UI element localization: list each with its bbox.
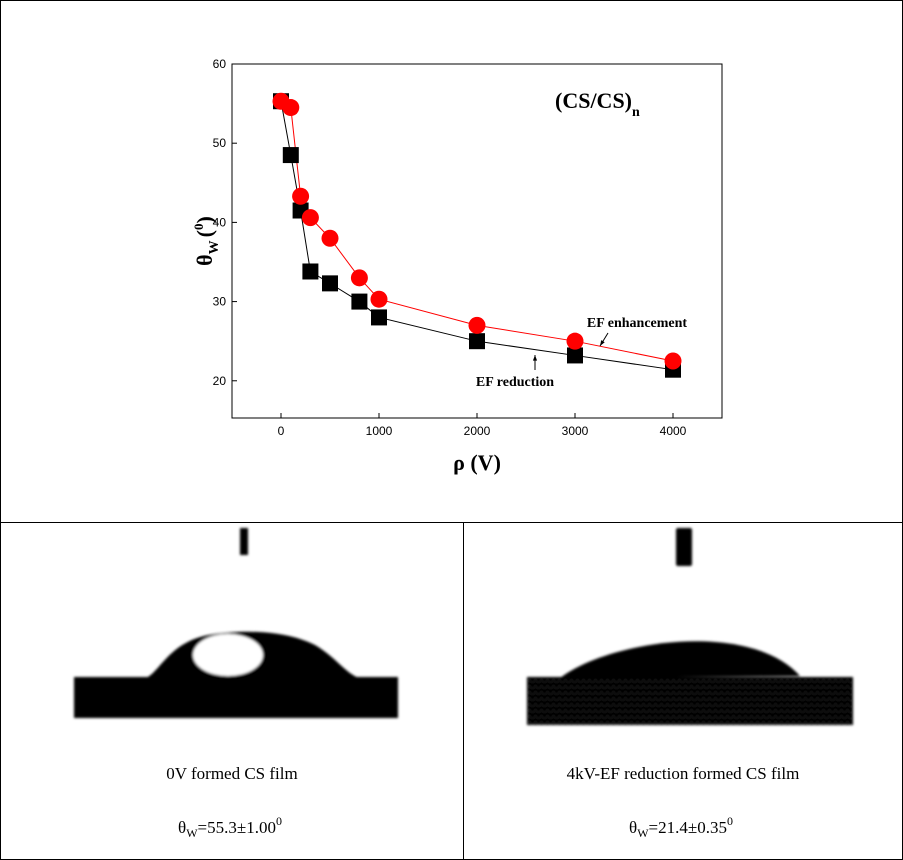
x-tick-label: 3000: [562, 424, 589, 438]
annotation-arrowhead: [600, 340, 605, 346]
series-annotation: EF reduction: [476, 375, 554, 390]
x-tick-label: 0: [278, 424, 285, 438]
marker: [371, 309, 387, 326]
measurement: θW=55.3±1.000: [178, 814, 282, 840]
chart-annotation: (CS/CS)n: [555, 88, 640, 120]
droplet-image: [74, 528, 398, 718]
x-tick-label: 4000: [660, 424, 687, 438]
marker: [301, 209, 319, 227]
x-tick-label: 1000: [366, 424, 393, 438]
marker: [292, 187, 310, 205]
marker: [468, 316, 486, 334]
series-line: [280, 101, 674, 371]
annotation-arrowhead: [532, 355, 538, 361]
series-annotation: EF enhancement: [587, 316, 688, 331]
marker: [664, 352, 682, 370]
droplet-image: [527, 528, 853, 725]
marker: [350, 269, 368, 287]
caption: 4kV-EF reduction formed CS film: [567, 764, 800, 783]
caption: 0V formed CS film: [166, 764, 297, 783]
y-axis-label: θW(0): [191, 216, 222, 266]
x-axis-label: ρ (V): [453, 450, 501, 475]
marker: [370, 290, 388, 308]
y-tick-label: 40: [213, 215, 227, 229]
marker: [469, 333, 485, 350]
marker: [322, 275, 338, 292]
y-tick-label: 20: [213, 374, 227, 388]
y-tick-label: 50: [213, 136, 227, 150]
marker: [351, 293, 368, 310]
y-tick-label: 30: [213, 295, 227, 309]
measurement: θW=21.4±0.350: [629, 814, 733, 840]
marker: [567, 347, 583, 364]
x-tick-label: 2000: [464, 424, 491, 438]
marker: [282, 147, 299, 164]
marker: [282, 99, 300, 117]
marker: [321, 229, 339, 247]
y-tick-label: 60: [213, 57, 227, 71]
marker: [566, 332, 584, 350]
marker: [302, 263, 319, 280]
